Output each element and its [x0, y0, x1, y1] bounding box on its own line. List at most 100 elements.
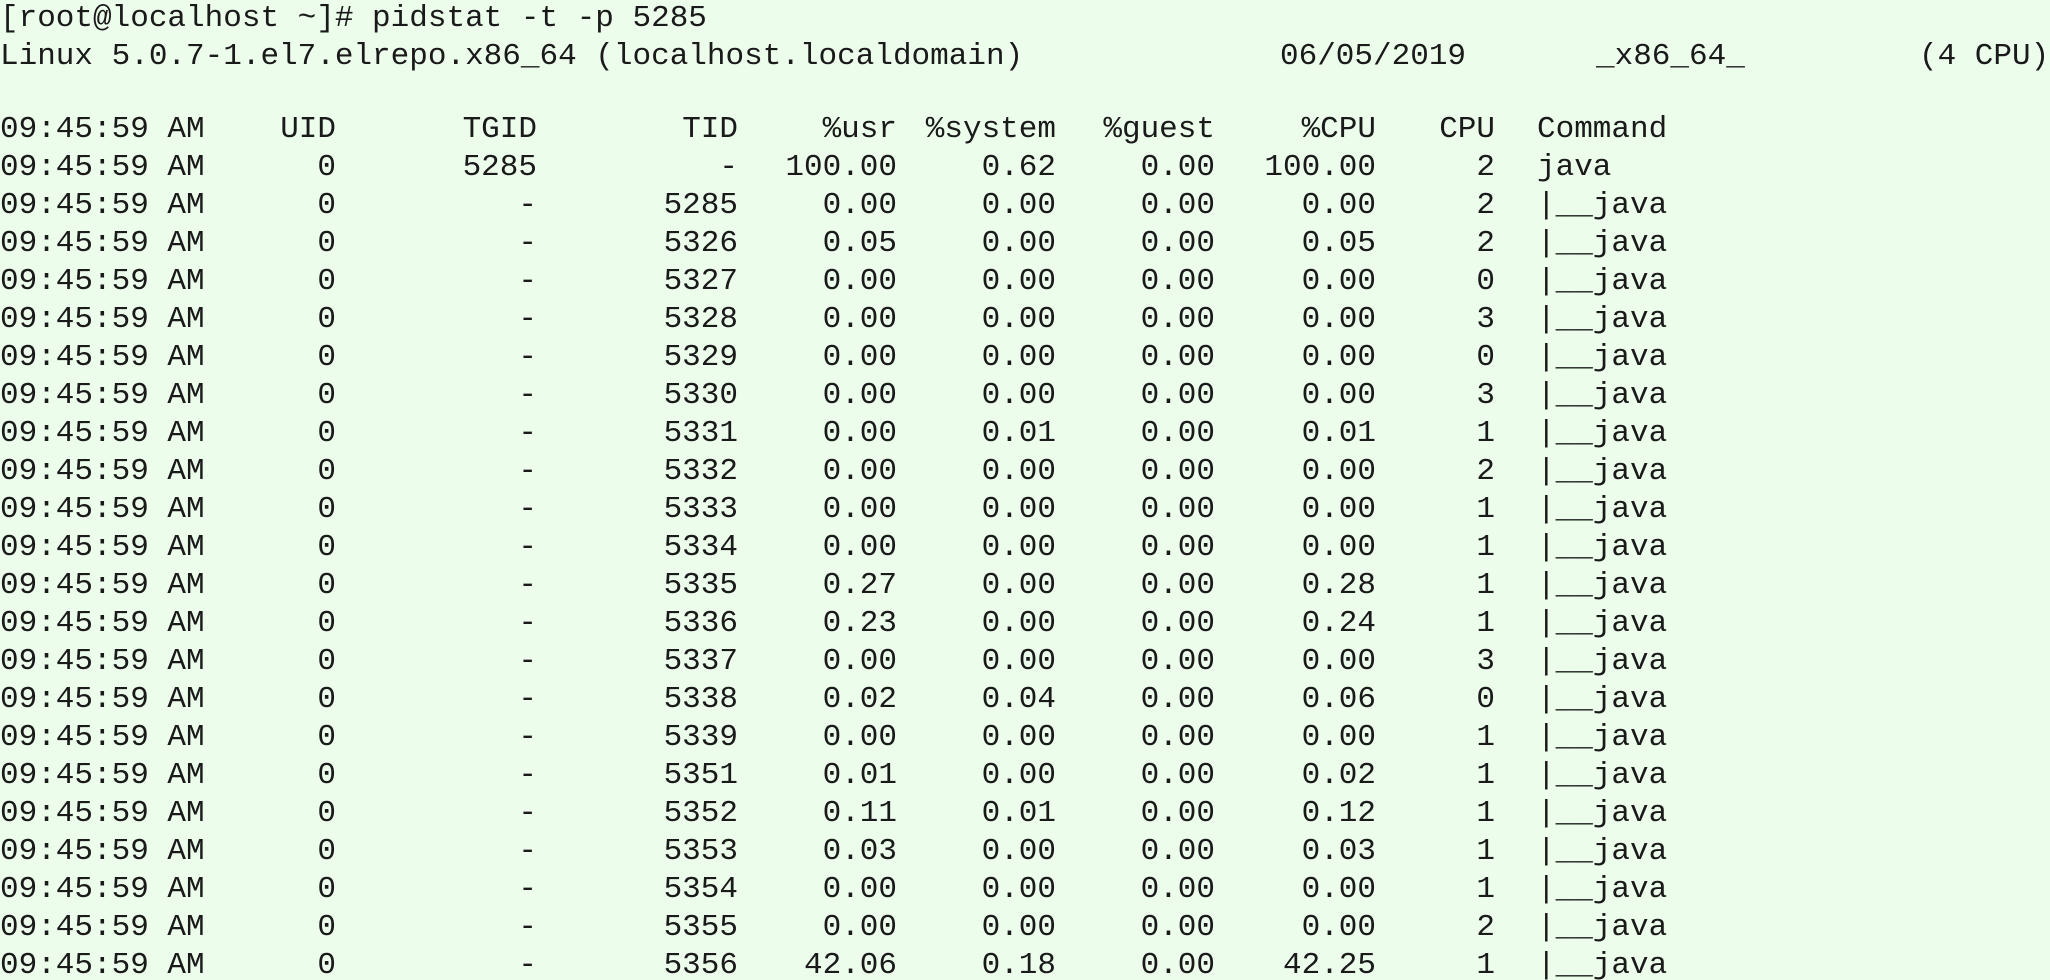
- table-row: 09:45:59 AM 0 - 5354 0.00 0.00 0.00 0.00 1 |__jav…: [0, 871, 2050, 909]
- cell-uid: 0: [317, 302, 336, 337]
- cell-uid: 0: [317, 226, 336, 261]
- cell-uid: 0: [317, 378, 336, 413]
- cell-cpu: 1: [1476, 720, 1495, 755]
- cell-cpu: 2: [1476, 226, 1495, 261]
- table-row: 09:45:59 AM 0 - 5355 0.00 0.00 0.00 0.00 2 |__jav…: [0, 909, 2050, 947]
- cell-uid: 0: [317, 758, 336, 793]
- cell-system: 0.00: [981, 720, 1056, 755]
- cell-cpu-percent: 0.00: [1301, 454, 1376, 489]
- header-tid: TID: [682, 112, 738, 147]
- cell-guest: 0.00: [1140, 226, 1215, 261]
- cell-system: 0.00: [981, 530, 1056, 565]
- cell-tgid: -: [518, 910, 537, 945]
- cell-time: 09:45:59 AM: [0, 454, 205, 489]
- cell-cpu-percent: 0.28: [1301, 568, 1376, 603]
- cell-uid: 0: [317, 948, 336, 980]
- cell-command: |__java: [1537, 416, 1668, 451]
- system-info-line: Linux 5.0.7-1.el7.elrepo.x86_64 (localho…: [0, 38, 2050, 76]
- cell-guest: 0.00: [1140, 948, 1215, 980]
- cell-command: |__java: [1537, 264, 1668, 299]
- cell-cpu: 1: [1476, 834, 1495, 869]
- cell-cpu: 1: [1476, 948, 1495, 980]
- cell-tgid: -: [518, 606, 537, 641]
- cell-uid: 0: [317, 568, 336, 603]
- table-row: 09:45:59 AM 0 - 5338 0.02 0.04 0.00 0.06 0 |__jav…: [0, 681, 2050, 719]
- cell-command: |__java: [1537, 188, 1668, 223]
- cell-cpu: 1: [1476, 416, 1495, 451]
- table-row: 09:45:59 AM 0 - 5327 0.00 0.00 0.00 0.00 0 |__jav…: [0, 263, 2050, 301]
- cpu-count-info: (4 CPU): [1919, 39, 2050, 74]
- cell-usr: 0.03: [822, 834, 897, 869]
- table-row: 09:45:59 AM 0 5285 - 100.00 0.62 0.00 100.00 2 ja…: [0, 149, 2050, 187]
- cell-time: 09:45:59 AM: [0, 606, 205, 641]
- cell-guest: 0.00: [1140, 492, 1215, 527]
- cell-usr: 0.02: [822, 682, 897, 717]
- cell-command: |__java: [1537, 834, 1668, 869]
- table-row: 09:45:59 AM 0 - 5336 0.23 0.00 0.00 0.24 1 |__jav…: [0, 605, 2050, 643]
- table-row: 09:45:59 AM 0 - 5285 0.00 0.00 0.00 0.00 2 |__jav…: [0, 187, 2050, 225]
- cell-system: 0.00: [981, 340, 1056, 375]
- cell-tgid: -: [518, 454, 537, 489]
- header-guest: %guest: [1103, 112, 1215, 147]
- cell-guest: 0.00: [1140, 340, 1215, 375]
- header-system: %system: [925, 112, 1056, 147]
- cell-tgid: -: [518, 758, 537, 793]
- cell-time: 09:45:59 AM: [0, 910, 205, 945]
- cell-guest: 0.00: [1140, 720, 1215, 755]
- cell-command: |__java: [1537, 492, 1668, 527]
- cell-cpu-percent: 0.00: [1301, 264, 1376, 299]
- table-row: 09:45:59 AM 0 - 5332 0.00 0.00 0.00 0.00 2 |__jav…: [0, 453, 2050, 491]
- header-cpu-percent: %CPU: [1301, 112, 1376, 147]
- cell-usr: 0.00: [822, 302, 897, 337]
- cell-usr: 0.00: [822, 872, 897, 907]
- cell-cpu: 3: [1476, 378, 1495, 413]
- cell-time: 09:45:59 AM: [0, 834, 205, 869]
- cell-time: 09:45:59 AM: [0, 720, 205, 755]
- cell-tid: 5337: [663, 644, 738, 679]
- date-info: 06/05/2019: [1280, 39, 1467, 74]
- cell-cpu: 3: [1476, 644, 1495, 679]
- cell-tid: 5332: [663, 454, 738, 489]
- cell-cpu: 2: [1476, 188, 1495, 223]
- cell-system: 0.00: [981, 302, 1056, 337]
- cell-usr: 0.01: [822, 758, 897, 793]
- cell-time: 09:45:59 AM: [0, 644, 205, 679]
- cell-cpu: 3: [1476, 302, 1495, 337]
- cell-time: 09:45:59 AM: [0, 948, 205, 980]
- cell-guest: 0.00: [1140, 378, 1215, 413]
- table-row: 09:45:59 AM 0 - 5351 0.01 0.00 0.00 0.02 1 |__jav…: [0, 757, 2050, 795]
- cell-tid: 5353: [663, 834, 738, 869]
- cell-usr: 0.27: [822, 568, 897, 603]
- cell-cpu: 1: [1476, 568, 1495, 603]
- cell-uid: 0: [317, 910, 336, 945]
- cell-cpu-percent: 0.00: [1301, 910, 1376, 945]
- arch-info: _x86_64_: [1596, 39, 1745, 74]
- cell-guest: 0.00: [1140, 644, 1215, 679]
- cell-time: 09:45:59 AM: [0, 568, 205, 603]
- cell-cpu-percent: 0.02: [1301, 758, 1376, 793]
- cell-tgid: -: [518, 416, 537, 451]
- cell-usr: 0.05: [822, 226, 897, 261]
- cell-cpu: 1: [1476, 796, 1495, 831]
- cell-time: 09:45:59 AM: [0, 530, 205, 565]
- cell-uid: 0: [317, 150, 336, 185]
- cell-usr: 0.23: [822, 606, 897, 641]
- cell-cpu: 1: [1476, 492, 1495, 527]
- cell-tid: 5326: [663, 226, 738, 261]
- cell-system: 0.18: [981, 948, 1056, 980]
- cell-command: |__java: [1537, 302, 1668, 337]
- cell-system: 0.00: [981, 758, 1056, 793]
- cell-usr: 0.00: [822, 340, 897, 375]
- cell-tgid: -: [518, 264, 537, 299]
- table-row: 09:45:59 AM 0 - 5335 0.27 0.00 0.00 0.28 1 |__jav…: [0, 567, 2050, 605]
- cell-guest: 0.00: [1140, 188, 1215, 223]
- cell-time: 09:45:59 AM: [0, 682, 205, 717]
- cell-command: |__java: [1537, 796, 1668, 831]
- header-uid: UID: [280, 112, 336, 147]
- cell-tgid: -: [518, 948, 537, 980]
- header-tgid: TGID: [462, 112, 537, 147]
- cell-system: 0.00: [981, 644, 1056, 679]
- cell-tgid: -: [518, 682, 537, 717]
- cell-guest: 0.00: [1140, 150, 1215, 185]
